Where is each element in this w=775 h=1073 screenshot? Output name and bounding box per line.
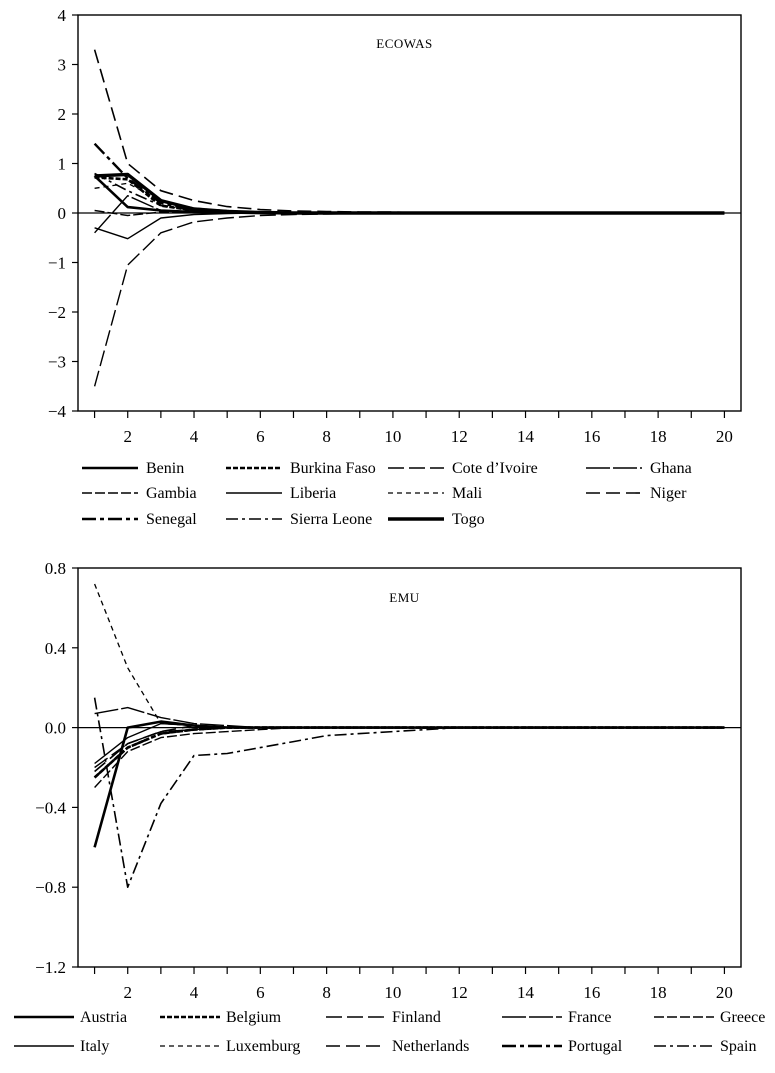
legend-label: Finland: [392, 1009, 441, 1026]
legend-item: Togo: [388, 511, 485, 528]
series-line-austria: [93, 720, 725, 848]
legend-item: Austria: [14, 1009, 127, 1026]
x-tick-label: 20: [716, 983, 733, 1002]
series-line-togo: [94, 172, 725, 215]
legend-item: Portugal: [502, 1038, 623, 1055]
legend-label: Liberia: [290, 485, 336, 502]
series-line-belgium: [93, 726, 725, 779]
y-tick-label: 2: [58, 105, 67, 124]
x-tick-label: 18: [650, 983, 667, 1002]
legend-label: Greece: [720, 1009, 765, 1026]
legend-label: Niger: [650, 485, 687, 502]
series-line-liberia: [94, 212, 725, 240]
x-tick-label: 2: [123, 983, 132, 1002]
y-tick-label: 0: [58, 204, 67, 223]
x-tick-label: 8: [322, 983, 331, 1002]
legend-item: Luxemburg: [160, 1038, 300, 1055]
legend-item: Benin: [82, 460, 184, 477]
legend-item: Finland: [326, 1009, 441, 1026]
legend-item: Netherlands: [326, 1038, 469, 1055]
legend: Benin Burkina Faso Cote d’Ivoire Ghana Gambi…: [82, 460, 692, 528]
x-tick-label: 4: [190, 427, 199, 446]
legend-item: Cote d’Ivoire: [388, 460, 538, 477]
legend-item: Mali: [388, 485, 483, 502]
legend-label: Benin: [146, 460, 184, 477]
legend-item: Italy: [14, 1038, 109, 1055]
legend-item: France: [502, 1009, 612, 1026]
legend-item: Greece: [654, 1009, 765, 1026]
legend-item: Belgium: [160, 1009, 282, 1026]
series-line-luxemburg: [93, 583, 725, 729]
y-tick-label: 4: [58, 6, 67, 25]
legend-item: Niger: [586, 485, 687, 502]
series-line-netherlands: [94, 724, 725, 773]
series-line-portugal: [93, 726, 725, 779]
series-line-senegal: [93, 142, 725, 215]
legend-label: Belgium: [226, 1009, 282, 1026]
x-tick-label: 16: [583, 427, 600, 446]
x-tick-label: 2: [123, 427, 132, 446]
legend-label: Luxemburg: [226, 1038, 300, 1055]
legend-label: Italy: [80, 1038, 109, 1055]
legend-label: Cote d’Ivoire: [452, 460, 538, 477]
y-tick-label: −0.8: [35, 878, 66, 897]
x-tick-label: 10: [384, 983, 401, 1002]
x-tick-label: 10: [384, 427, 401, 446]
chart-title: EMU: [389, 590, 420, 605]
x-tick-label: 6: [256, 427, 265, 446]
legend-label: Portugal: [568, 1038, 623, 1055]
series-line-cote-d-ivoire: [93, 212, 725, 387]
y-tick-label: −2: [48, 303, 66, 322]
series-line-niger: [93, 49, 725, 214]
legend-label: Spain: [720, 1038, 756, 1055]
legend-label: Burkina Faso: [290, 460, 376, 477]
x-tick-label: 8: [322, 427, 331, 446]
legend-item: Spain: [654, 1038, 756, 1055]
legend-item: Sierra Leone: [226, 511, 372, 528]
y-tick-label: −4: [48, 402, 67, 421]
legend-label: Sierra Leone: [290, 511, 372, 528]
y-tick-label: −1.2: [35, 958, 66, 977]
plot-frame: [77, 567, 742, 968]
y-tick-label: 0.8: [45, 559, 66, 578]
series-line-greece: [94, 726, 725, 788]
chart-panel-emu: 0.8 0.4 0.0 −0.4 −0.8 −1.2 2 4 6 8 10 12 14 16 18 20 EMU…: [14, 559, 765, 1055]
legend-item: Liberia: [226, 485, 336, 502]
legend-item: Gambia: [82, 485, 197, 502]
x-tick-label: 4: [190, 983, 199, 1002]
legend: Austria Belgium Finland France Greece Italy Lu…: [14, 1009, 765, 1055]
legend-label: Netherlands: [392, 1038, 469, 1055]
y-tick-label: −3: [48, 353, 66, 372]
y-tick-label: −0.4: [35, 798, 66, 817]
legend-item: Ghana: [586, 460, 692, 477]
series-line-spain: [93, 697, 725, 889]
x-tick-label: 20: [716, 427, 733, 446]
x-tick-label: 14: [517, 427, 535, 446]
y-tick-label: 0.4: [45, 639, 67, 658]
x-tick-label: 16: [583, 983, 600, 1002]
legend-item: Senegal: [82, 511, 197, 528]
legend-label: Ghana: [650, 460, 692, 477]
y-tick-label: 3: [58, 56, 67, 75]
x-tick-label: 18: [650, 427, 667, 446]
y-tick-label: 0.0: [45, 719, 66, 738]
x-tick-label: 12: [451, 427, 468, 446]
legend-label: Togo: [452, 511, 485, 528]
legend-item: Burkina Faso: [226, 460, 376, 477]
y-tick-label: 1: [58, 155, 67, 174]
chart-title: ECOWAS: [376, 36, 432, 51]
legend-label: Senegal: [146, 511, 197, 528]
x-tick-label: 6: [256, 983, 265, 1002]
x-tick-label: 14: [517, 983, 535, 1002]
legend-label: France: [568, 1009, 612, 1026]
x-tick-label: 12: [451, 983, 468, 1002]
legend-label: Gambia: [146, 485, 197, 502]
legend-label: Austria: [80, 1009, 127, 1026]
y-tick-label: −1: [48, 254, 66, 273]
legend-label: Mali: [452, 485, 483, 502]
